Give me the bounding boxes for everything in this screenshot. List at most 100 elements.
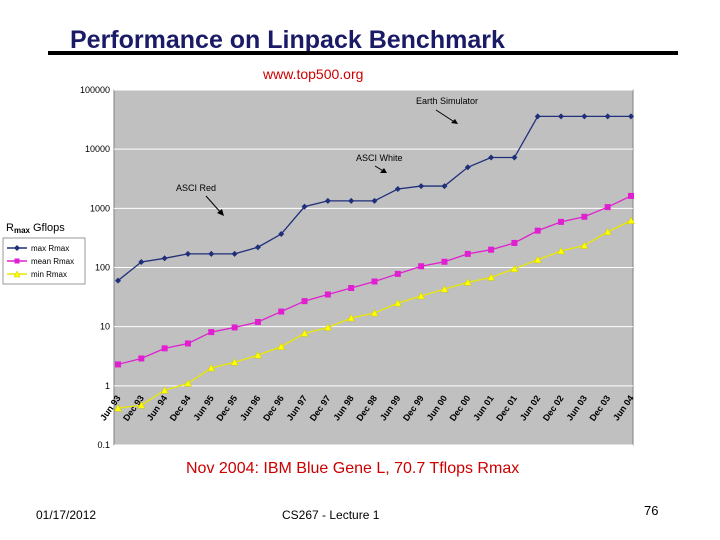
y-tick-label: 1000 (90, 203, 110, 213)
data-point (230, 358, 239, 366)
data-point (464, 250, 471, 257)
series-max-rmax (115, 113, 634, 284)
data-point (604, 204, 611, 211)
data-point (488, 246, 495, 253)
data-point (231, 324, 238, 331)
data-point (628, 113, 634, 120)
y-axis-label-r: R (6, 222, 14, 234)
data-point (393, 299, 402, 307)
data-series (114, 113, 635, 412)
data-point (557, 246, 565, 255)
data-point (301, 203, 308, 210)
data-point (558, 218, 565, 225)
legend-mean-rmax: mean Rmax (31, 257, 74, 266)
data-point (511, 239, 518, 246)
data-point (417, 291, 426, 300)
data-point (511, 154, 518, 161)
data-point (487, 273, 496, 281)
slide-title: Performance on Linpack Benchmark (70, 26, 505, 54)
data-point (464, 164, 471, 171)
data-point (418, 263, 425, 270)
data-point (114, 404, 122, 412)
data-point (324, 291, 331, 298)
data-point (534, 227, 541, 234)
y-axis-label-unit: Gflops (33, 222, 65, 234)
data-point (324, 197, 331, 204)
gridlines (114, 89, 633, 446)
data-point (184, 250, 191, 257)
data-point (534, 113, 541, 120)
data-point (581, 213, 588, 220)
data-point (371, 197, 378, 204)
y-axis-label: Rmax Gflops (6, 222, 65, 235)
data-point (208, 329, 215, 336)
data-point (138, 355, 145, 362)
data-point (441, 258, 448, 265)
data-point (161, 345, 168, 352)
legend-min-rmax: min Rmax (31, 270, 67, 279)
caption: Nov 2004: IBM Blue Gene L, 70.7 Tflops R… (186, 460, 520, 477)
series-min-rmax (114, 216, 635, 412)
data-point (254, 318, 261, 325)
data-point (301, 298, 308, 305)
annotation-asci-white: ASCI White (356, 153, 403, 173)
legend-marker-diamond-icon (14, 245, 20, 251)
footer-date: 01/17/2012 (36, 508, 97, 522)
annotation-earth-simulator-label: Earth Simulator (416, 96, 478, 106)
data-point (463, 278, 472, 286)
annotation-asci-red-label: ASCI Red (176, 183, 216, 193)
data-point (184, 340, 191, 347)
data-point (581, 113, 588, 120)
data-point (138, 258, 145, 265)
data-point (207, 363, 216, 372)
data-point (278, 231, 285, 238)
data-point (371, 278, 378, 285)
y-axis-label-sub: max (14, 226, 31, 235)
title-divider (48, 51, 678, 55)
series-mean-rmax (115, 192, 634, 368)
data-point (184, 379, 192, 387)
legend-marker-square-icon (14, 258, 20, 264)
y-tick-label: 10 (100, 322, 110, 332)
data-point (231, 250, 238, 257)
y-tick-label: 100 (95, 263, 110, 273)
legend-marker-triangle-icon (13, 270, 21, 278)
data-point (488, 154, 495, 161)
data-point (394, 186, 401, 193)
data-point (394, 270, 401, 277)
annotation-earth-simulator: Earth Simulator (416, 96, 478, 124)
footer-course: CS267 - Lecture 1 (282, 508, 380, 522)
data-point (253, 351, 262, 359)
data-point (278, 308, 285, 315)
data-point (627, 216, 635, 224)
page-number: 76 (644, 503, 659, 518)
data-point (323, 323, 332, 331)
annotation-asci-red: ASCI Red (176, 183, 224, 216)
data-point (348, 285, 355, 292)
y-tick-label: 0.1 (97, 440, 110, 450)
y-axis-ticks: 100000 10000 1000 100 10 1 0.1 (80, 85, 110, 450)
data-point (277, 342, 286, 350)
data-point (441, 183, 448, 190)
data-point (254, 244, 261, 251)
data-point (208, 250, 215, 257)
data-point (347, 313, 356, 322)
data-point (115, 361, 121, 368)
data-point (580, 241, 589, 249)
data-point (628, 192, 634, 199)
annotation-asci-white-label: ASCI White (356, 153, 403, 163)
data-point (161, 255, 168, 262)
y-tick-label: 100000 (80, 85, 110, 95)
data-point (533, 255, 542, 264)
y-tick-label: 10000 (85, 144, 110, 154)
data-point (137, 401, 146, 409)
data-point (300, 329, 309, 337)
data-point (510, 264, 519, 273)
legend-max-rmax: max Rmax (31, 244, 69, 253)
data-point (603, 227, 612, 236)
source-url: www.top500.org (263, 66, 364, 82)
data-point (115, 277, 121, 284)
data-point (440, 285, 449, 293)
